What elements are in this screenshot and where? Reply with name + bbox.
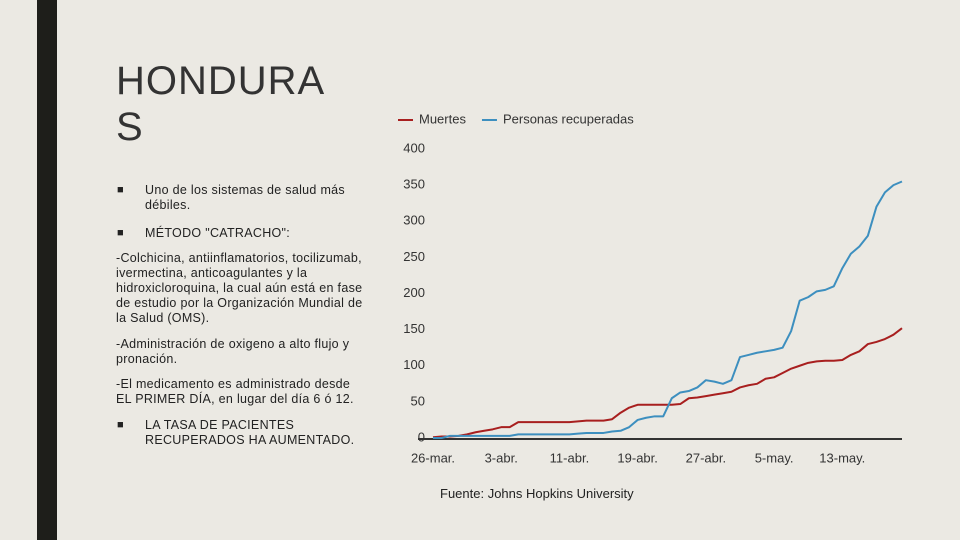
- x-tick-label: 26-mar.: [411, 450, 455, 465]
- paragraph: -Administración de oxigeno a alto flujo …: [116, 337, 350, 366]
- x-tick-label: 5-may.: [755, 450, 794, 465]
- source: Fuente: Johns Hopkins University: [440, 486, 634, 501]
- paragraph: -Colchicina, antiinflamatorios, tocilizu…: [116, 251, 363, 325]
- y-tick-label: 300: [403, 213, 425, 228]
- paragraph: -El medicamento es administrado desde EL…: [116, 377, 354, 406]
- x-tick-label: 27-abr.: [686, 450, 726, 465]
- y-tick-label: 100: [403, 357, 425, 372]
- series-line: [432, 327, 903, 439]
- accent-bar: [37, 0, 57, 540]
- legend-label: Muertes: [419, 111, 466, 126]
- series-line: [433, 180, 903, 439]
- y-tick-label: 0: [418, 429, 425, 444]
- x-tick-label: 19-abr.: [617, 450, 657, 465]
- y-tick-label: 150: [403, 321, 425, 336]
- x-tick-label: 3-abr.: [485, 450, 518, 465]
- bullet: LA TASA DE PACIENTES RECUPERADOS HA AUME…: [117, 418, 365, 448]
- bullet: Uno de los sistemas de salud más débiles…: [117, 183, 360, 213]
- y-tick-label: 400: [403, 140, 425, 155]
- y-tick-label: 350: [403, 177, 425, 192]
- y-tick-label: 250: [403, 249, 425, 264]
- x-tick-label: 13-may.: [819, 450, 865, 465]
- bullet: MÉTODO "CATRACHO":: [117, 226, 360, 241]
- y-tick-label: 200: [403, 285, 425, 300]
- slide-title: HONDURAS: [116, 59, 326, 149]
- legend-label: Personas recuperadas: [503, 111, 634, 126]
- y-tick-label: 50: [411, 393, 425, 408]
- x-tick-label: 11-abr.: [550, 450, 590, 465]
